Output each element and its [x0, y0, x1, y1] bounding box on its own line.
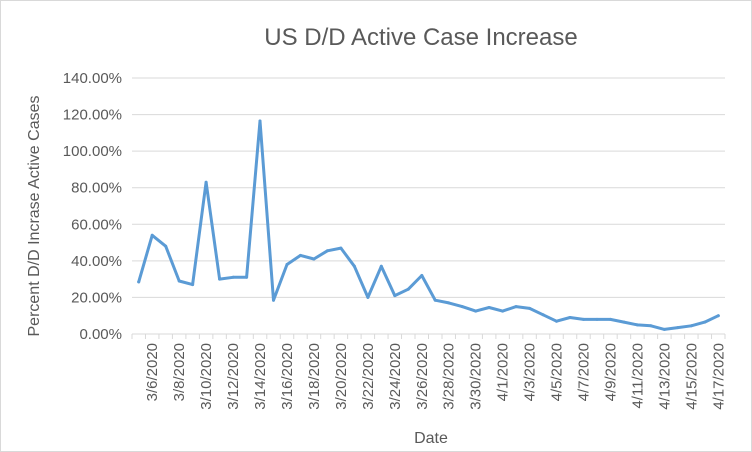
data-point — [474, 309, 478, 313]
data-point — [352, 264, 356, 268]
x-tick-label: 4/11/2020 — [629, 343, 646, 409]
y-tick-label: 80.00% — [71, 180, 122, 197]
data-point — [218, 277, 222, 281]
data-point — [258, 119, 262, 123]
data-point — [433, 298, 437, 302]
x-tick-label: 4/9/2020 — [602, 343, 619, 401]
x-tick-label: 3/8/2020 — [171, 343, 188, 401]
data-point — [325, 249, 329, 253]
chart-title: US D/D Active Case Increase — [264, 24, 577, 51]
x-axis-label: Date — [414, 430, 448, 447]
data-point — [299, 253, 302, 257]
data-point — [568, 316, 572, 319]
data-point — [622, 320, 626, 324]
data-point — [649, 324, 653, 328]
data-point — [137, 280, 141, 284]
y-tick-label: 40.00% — [71, 253, 122, 270]
x-tick-label: 3/22/2020 — [360, 343, 377, 410]
x-tick-label: 3/24/2020 — [387, 343, 404, 410]
data-point — [676, 326, 680, 330]
x-tick-label: 3/30/2020 — [468, 343, 485, 410]
x-axis — [131, 333, 726, 339]
x-tick-label: 3/12/2020 — [225, 343, 242, 410]
x-tick-label: 4/17/2020 — [710, 343, 727, 410]
data-point — [406, 287, 410, 291]
data-point — [312, 257, 316, 261]
x-tick-label: 3/16/2020 — [279, 343, 296, 410]
data-point — [339, 246, 343, 250]
x-tick-label: 3/26/2020 — [414, 343, 431, 410]
gridlines — [132, 77, 725, 298]
data-point — [150, 233, 154, 237]
data-point — [420, 274, 424, 277]
data-point — [662, 327, 666, 331]
series-layer — [137, 119, 720, 331]
data-point — [608, 317, 612, 321]
data-point — [541, 313, 545, 317]
data-point — [285, 263, 289, 266]
data-point — [703, 320, 707, 324]
data-point — [231, 275, 235, 279]
data-point — [716, 314, 720, 318]
data-point — [635, 323, 639, 327]
x-tick-label: 3/20/2020 — [333, 343, 350, 410]
data-point — [514, 305, 518, 309]
data-point — [393, 294, 397, 298]
x-tick-label: 3/10/2020 — [198, 343, 215, 410]
data-point — [177, 279, 181, 283]
data-point — [447, 301, 451, 305]
x-tick-label: 3/28/2020 — [441, 343, 458, 410]
data-point — [460, 305, 464, 309]
x-axis-tick-labels: 3/6/2020 3/8/2020 3/10/2020 3/12/2020 3/14/2… — [144, 343, 727, 410]
y-tick-label: 60.00% — [71, 216, 122, 233]
x-tick-label: 3/14/2020 — [252, 343, 269, 410]
y-tick-label: 100.00% — [63, 143, 122, 160]
data-point — [164, 244, 168, 248]
data-point — [366, 295, 370, 299]
x-tick-label: 3/6/2020 — [144, 343, 161, 401]
data-point — [487, 306, 491, 309]
x-tick-label: 4/13/2020 — [656, 343, 673, 410]
x-tick-label: 4/15/2020 — [683, 343, 700, 410]
data-point — [501, 309, 505, 313]
data-point — [689, 324, 693, 328]
x-tick-label: 4/7/2020 — [576, 343, 593, 401]
x-tick-label: 4/3/2020 — [522, 343, 539, 401]
x-tick-label: 4/5/2020 — [549, 343, 566, 401]
y-tick-label: 120.00% — [63, 107, 122, 124]
x-tick-label: 4/1/2020 — [495, 343, 512, 401]
y-tick-label: 140.00% — [63, 70, 122, 87]
y-tick-label: 20.00% — [71, 289, 122, 306]
data-point — [528, 306, 532, 310]
data-point — [191, 283, 195, 287]
data-point — [582, 317, 585, 321]
y-axis-tick-labels: 0.00% 20.00% 40.00% 60.00% 80.00% 100.00% 120.… — [63, 70, 122, 343]
series-line — [137, 119, 720, 331]
data-point — [555, 319, 558, 323]
y-tick-label: 0.00% — [79, 326, 122, 343]
data-point — [379, 264, 383, 268]
data-point — [272, 298, 275, 302]
data-point — [595, 317, 599, 321]
data-point — [245, 275, 249, 279]
y-axis-label: Percent D/D Incrase Active Cases — [26, 96, 43, 337]
x-tick-label: 3/18/2020 — [306, 343, 323, 410]
data-point — [204, 180, 208, 184]
